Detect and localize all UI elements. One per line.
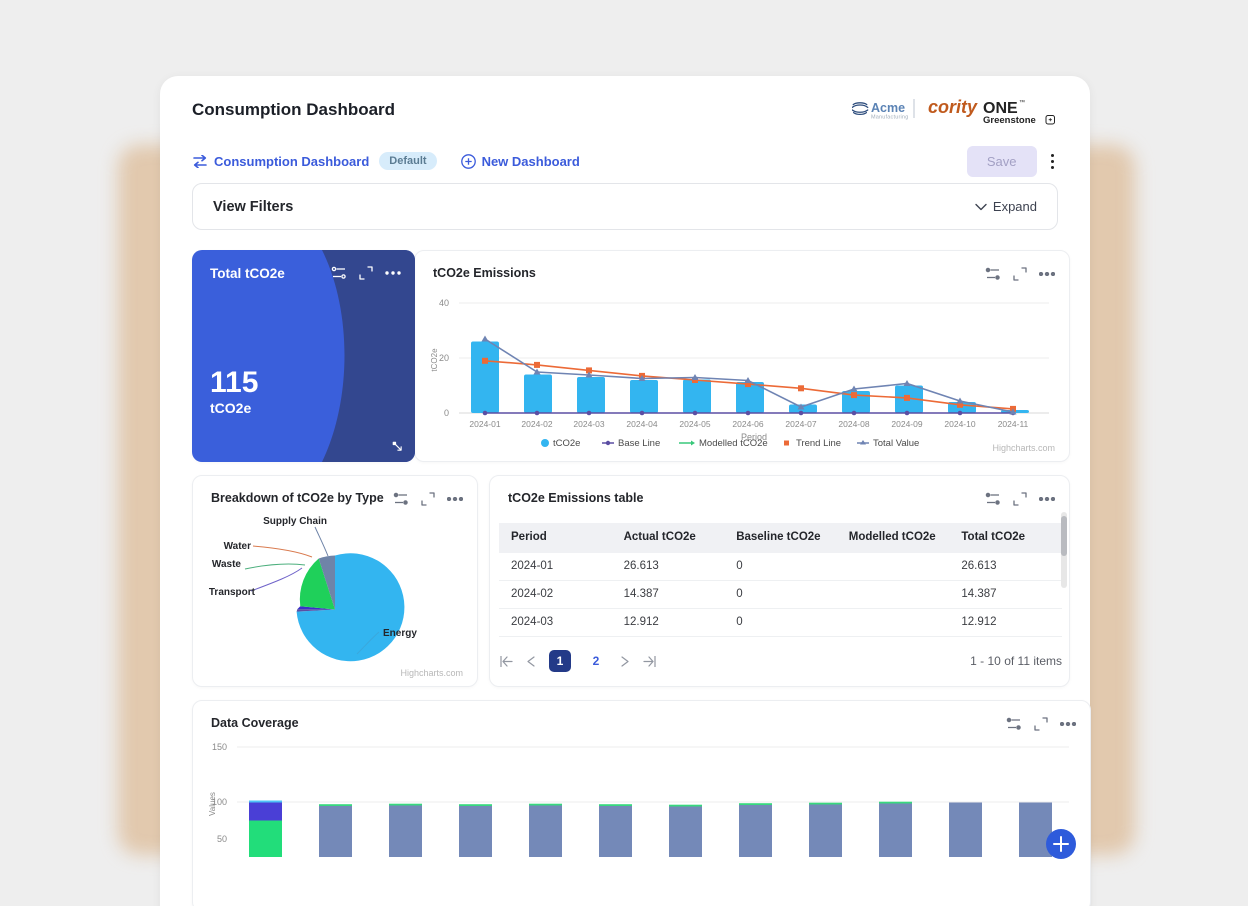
svg-text:2024-02: 2024-02 (521, 419, 552, 429)
svg-text:2024-06: 2024-06 (732, 419, 763, 429)
svg-text:50: 50 (217, 834, 227, 844)
svg-text:20: 20 (439, 353, 449, 363)
svg-text:2024-11: 2024-11 (998, 419, 1029, 429)
svg-text:Trend Line: Trend Line (796, 438, 841, 449)
svg-text:Transport: Transport (209, 587, 256, 598)
svg-text:Base Line: Base Line (618, 438, 660, 449)
svg-text:2024-04: 2024-04 (626, 419, 657, 429)
svg-text:Waste: Waste (212, 559, 242, 570)
svg-text:2024-03: 2024-03 (573, 419, 604, 429)
svg-text:tCO2e: tCO2e (553, 438, 580, 449)
svg-text:2024-05: 2024-05 (679, 419, 710, 429)
svg-text:2024-07: 2024-07 (785, 419, 816, 429)
svg-text:2024-09: 2024-09 (891, 419, 922, 429)
svg-text:40: 40 (439, 298, 449, 308)
svg-text:Energy: Energy (383, 628, 417, 639)
svg-text:™: ™ (1019, 99, 1025, 106)
svg-text:Values: Values (208, 792, 217, 816)
svg-text:0: 0 (444, 408, 449, 418)
svg-text:Manufacturing: Manufacturing (871, 115, 908, 121)
svg-text:cority: cority (928, 97, 978, 117)
svg-text:150: 150 (212, 742, 227, 752)
svg-text:2024-10: 2024-10 (944, 419, 975, 429)
svg-text:Supply Chain: Supply Chain (263, 516, 327, 527)
svg-text:tCO2e: tCO2e (430, 348, 439, 372)
svg-text:Water: Water (224, 541, 252, 552)
svg-text:Total Value: Total Value (873, 438, 919, 449)
svg-text:Modelled tCO2e: Modelled tCO2e (699, 438, 768, 449)
svg-text:2024-08: 2024-08 (838, 419, 869, 429)
svg-text:Acme: Acme (871, 101, 905, 115)
svg-text:Greenstone: Greenstone (983, 115, 1036, 126)
svg-text:2024-01: 2024-01 (469, 419, 500, 429)
